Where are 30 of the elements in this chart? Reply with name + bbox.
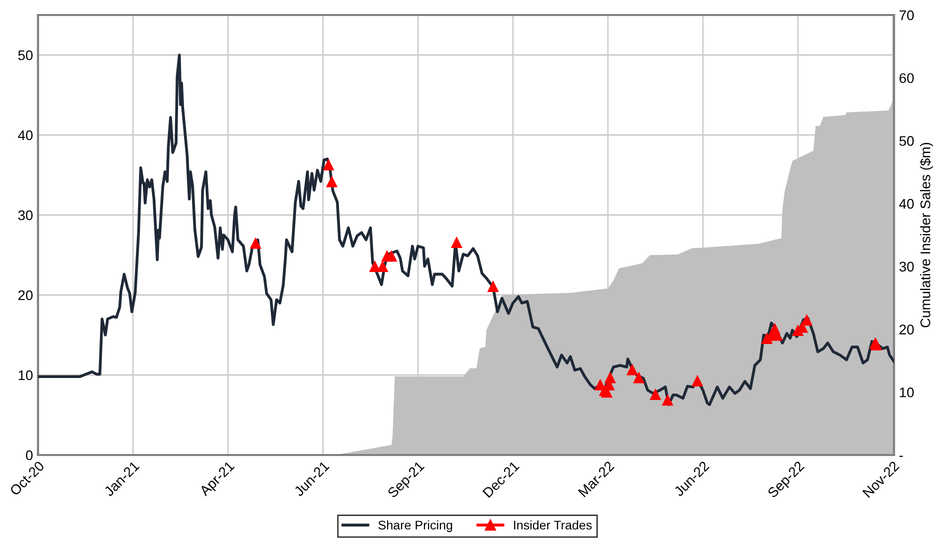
point — [487, 280, 499, 292]
y2-tick-label: - — [899, 456, 903, 457]
y-tick-label: 30 — [18, 210, 33, 220]
y-tick-label: 0 — [26, 450, 33, 460]
point — [386, 250, 398, 262]
y-tick-label: 20 — [18, 290, 33, 300]
y-tick-label: 10 — [18, 370, 33, 380]
line-series — [38, 54, 894, 406]
y2-tick-label: 70 — [900, 10, 914, 20]
point — [326, 176, 338, 188]
point — [250, 237, 262, 249]
y2-tick-label: 10 — [900, 387, 914, 398]
legend-label: Insider Trades — [514, 520, 592, 530]
y-tick-label: 40 — [18, 130, 33, 140]
y2-tick-label: 40 — [899, 198, 914, 209]
point — [322, 158, 334, 170]
point — [662, 394, 674, 406]
y2-tick-label: 50 — [899, 136, 914, 146]
point — [650, 388, 662, 400]
y2-tick-label: 20 — [900, 324, 914, 334]
y2-tick-label: 30 — [899, 262, 914, 272]
y2-axis-title: Cumulative Insider Sales ($m) — [920, 142, 934, 328]
y2-tick-label: 60 — [900, 73, 914, 84]
point — [692, 374, 704, 386]
point — [604, 372, 616, 384]
point — [626, 364, 638, 376]
y-tick-label: 50 — [18, 50, 33, 60]
legend-label: Share Pricing — [378, 520, 452, 532]
point — [450, 236, 462, 248]
point — [633, 372, 645, 384]
